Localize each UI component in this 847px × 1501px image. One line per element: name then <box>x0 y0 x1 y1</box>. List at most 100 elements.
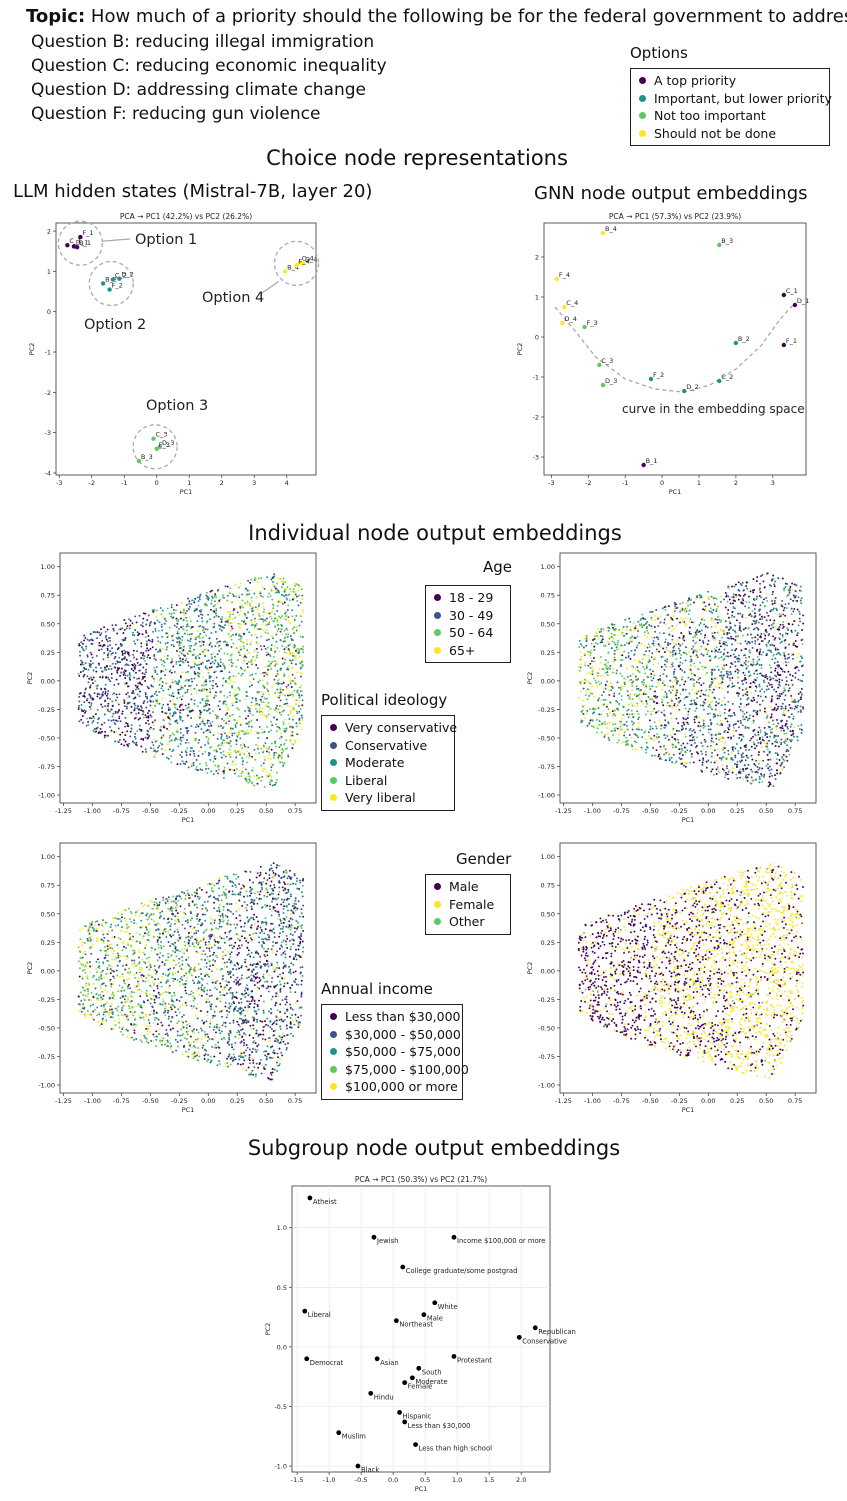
individual-point <box>174 625 176 627</box>
individual-point <box>584 682 586 684</box>
individual-point <box>653 708 655 710</box>
individual-point <box>209 712 211 714</box>
individual-point <box>206 622 208 624</box>
individual-point <box>182 658 184 660</box>
individual-point <box>274 651 276 653</box>
individual-point <box>643 683 645 685</box>
individual-point <box>208 690 210 692</box>
individual-point <box>156 666 158 668</box>
individual-point <box>227 621 229 623</box>
individual-point <box>222 771 224 773</box>
individual-point <box>788 657 790 659</box>
individual-point <box>751 776 753 778</box>
individual-point <box>741 734 743 736</box>
individual-point <box>732 772 734 774</box>
individual-point <box>719 724 721 726</box>
individual-point <box>177 649 179 651</box>
individual-point <box>709 659 711 661</box>
individual-point <box>221 619 223 621</box>
individual-point <box>211 590 213 592</box>
individual-point <box>774 774 776 776</box>
individual-point <box>205 628 207 630</box>
individual-point <box>282 689 284 691</box>
individual-point <box>608 630 610 632</box>
individual-point <box>260 635 262 637</box>
individual-point <box>751 755 753 757</box>
y-tick-label: -3 <box>45 429 51 437</box>
individual-point <box>581 679 583 681</box>
individual-point <box>614 650 616 652</box>
individual-point <box>737 613 739 615</box>
individual-point <box>116 731 118 733</box>
individual-point <box>607 704 609 706</box>
individual-point <box>142 738 144 740</box>
individual-point <box>673 608 675 610</box>
individual-point <box>797 596 799 598</box>
individual-point <box>259 618 261 620</box>
individual-point <box>172 703 174 705</box>
individual-point <box>193 661 195 663</box>
individual-point <box>133 677 135 679</box>
individual-point <box>642 617 644 619</box>
individual-point <box>749 614 751 616</box>
individual-point <box>802 708 804 710</box>
individual-point <box>104 666 106 668</box>
x-tick-label: 1 <box>697 479 701 487</box>
individual-point <box>645 714 647 716</box>
individual-point <box>653 637 655 639</box>
individual-point <box>131 724 133 726</box>
individual-point <box>743 679 745 681</box>
individual-point <box>714 651 716 653</box>
individual-point <box>79 693 81 695</box>
individual-point <box>176 632 178 634</box>
individual-point <box>680 657 682 659</box>
individual-point <box>632 724 634 726</box>
individual-point <box>255 744 257 746</box>
individual-point <box>772 622 774 624</box>
individual-point <box>718 698 720 700</box>
individual-point <box>206 668 208 670</box>
individual-point <box>93 730 95 732</box>
individual-point <box>762 580 764 582</box>
individual-point <box>772 603 774 605</box>
individual-point <box>687 677 689 679</box>
individual-point <box>171 658 173 660</box>
individual-point <box>787 710 789 712</box>
individual-point <box>262 619 264 621</box>
individual-point <box>211 681 213 683</box>
individual-point <box>776 695 778 697</box>
individual-point <box>599 684 601 686</box>
individual-point <box>104 688 106 690</box>
individual-point <box>658 719 660 721</box>
individual-point <box>674 687 676 689</box>
individual-point <box>742 683 744 685</box>
individual-point <box>127 625 129 627</box>
individual-point <box>606 665 608 667</box>
individual-point <box>242 673 244 675</box>
individual-point <box>180 626 182 628</box>
individual-point <box>155 659 157 661</box>
y-tick-label: -0.75 <box>38 763 55 771</box>
individual-point <box>203 641 205 643</box>
individual-point <box>607 641 609 643</box>
individual-point <box>769 759 771 761</box>
individual-point <box>596 635 598 637</box>
individual-point <box>99 693 101 695</box>
individual-point <box>789 592 791 594</box>
individual-point <box>299 686 301 688</box>
individual-point <box>733 616 735 618</box>
individual-point <box>96 637 98 639</box>
individual-point <box>682 619 684 621</box>
individual-point <box>289 599 291 601</box>
individual-point <box>122 632 124 634</box>
individual-point <box>86 725 88 727</box>
individual-point <box>276 591 278 593</box>
individual-point <box>714 669 716 671</box>
individual-point <box>685 766 687 768</box>
individual-point <box>761 767 763 769</box>
individual-point <box>751 610 753 612</box>
individual-point <box>645 749 647 751</box>
individual-point <box>670 651 672 653</box>
individual-point <box>168 694 170 696</box>
individual-point <box>703 682 705 684</box>
